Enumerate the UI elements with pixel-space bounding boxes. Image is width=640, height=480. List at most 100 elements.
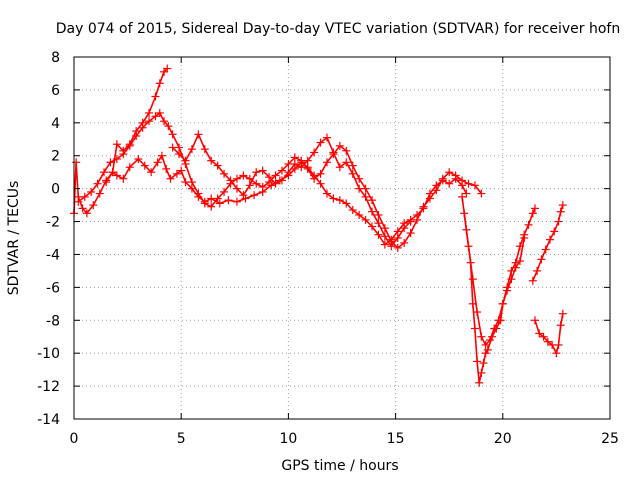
data-point [290, 159, 299, 168]
data-point [466, 258, 475, 267]
data-point [462, 189, 471, 198]
data-point [72, 158, 81, 167]
y-tick-label: -8 [46, 313, 60, 329]
data-point [162, 164, 171, 173]
data-point [507, 266, 516, 275]
data-point [537, 255, 546, 264]
data-point [380, 240, 389, 249]
data-point [258, 182, 267, 191]
data-point [464, 179, 473, 188]
y-tick-label: 8 [51, 50, 60, 66]
series-trace-d [172, 133, 412, 247]
y-tick-label: -10 [37, 346, 60, 362]
data-point [232, 184, 241, 193]
data-point [507, 275, 516, 284]
data-point [533, 266, 542, 275]
data-point [368, 196, 377, 205]
data-point [164, 122, 173, 131]
x-tick-label: 5 [177, 431, 186, 447]
data-point [460, 209, 469, 218]
data-point [322, 133, 331, 142]
data-point [550, 227, 559, 236]
data-point [138, 118, 147, 127]
data-point [400, 238, 409, 247]
data-point [89, 201, 98, 210]
data-point [470, 181, 479, 190]
data-point [168, 130, 177, 139]
data-point [355, 184, 364, 193]
y-tick-label: 4 [51, 116, 60, 132]
data-point [140, 161, 149, 170]
data-point [284, 168, 293, 177]
data-point [342, 158, 351, 167]
data-point [445, 168, 454, 177]
series-trace-a [73, 154, 468, 246]
x-tick-label: 25 [601, 431, 619, 447]
data-point [425, 194, 434, 203]
series-trace-e [463, 208, 536, 346]
data-point [271, 171, 280, 180]
data-point [160, 117, 169, 126]
data-point [368, 222, 377, 231]
data-point [207, 202, 216, 211]
data-point [157, 151, 166, 160]
data-point [87, 187, 96, 196]
chart-title: Day 074 of 2015, Sidereal Day-to-day VTE… [56, 21, 620, 37]
data-point [232, 174, 241, 183]
data-point [400, 224, 409, 233]
data-point [78, 204, 87, 213]
data-point [108, 168, 117, 177]
x-tick-label: 0 [70, 431, 79, 447]
data-point [166, 174, 175, 183]
data-point [194, 130, 203, 139]
data-point [535, 329, 544, 338]
data-point [393, 243, 402, 252]
data-point [277, 166, 286, 175]
data-point [74, 197, 83, 206]
data-point [215, 199, 224, 208]
data-point [168, 143, 177, 152]
data-point [361, 215, 370, 224]
data-point [374, 219, 383, 228]
data-point [545, 235, 554, 244]
data-point [132, 127, 141, 136]
data-point [119, 174, 128, 183]
data-point [355, 210, 364, 219]
data-point [93, 179, 102, 188]
data-point [145, 108, 154, 117]
data-point [458, 192, 467, 201]
data-point [503, 286, 512, 295]
data-point [368, 207, 377, 216]
data-point [245, 181, 254, 190]
data-point [252, 179, 261, 188]
data-point [406, 229, 415, 238]
data-point [438, 174, 447, 183]
data-point [316, 179, 325, 188]
data-point [322, 189, 331, 198]
data-point [515, 242, 524, 251]
data-point [239, 171, 248, 180]
data-point [258, 166, 267, 175]
data-point [554, 340, 563, 349]
data-point [147, 168, 156, 177]
data-point [80, 192, 89, 201]
data-point [187, 145, 196, 154]
data-point [355, 174, 364, 183]
x-tick-label: 20 [494, 431, 512, 447]
grid-lines [74, 57, 610, 419]
data-point [552, 349, 561, 358]
data-point [541, 245, 550, 254]
data-point [252, 168, 261, 177]
plot-frame [73, 56, 611, 420]
data-point [181, 156, 190, 165]
data-point [496, 316, 505, 325]
data-point [462, 225, 471, 234]
data-point [342, 146, 351, 155]
data-point [119, 146, 128, 155]
data-point [297, 163, 306, 172]
data-point [194, 189, 203, 198]
data-point [102, 178, 111, 187]
data-point [153, 158, 162, 167]
data-point [558, 201, 567, 210]
